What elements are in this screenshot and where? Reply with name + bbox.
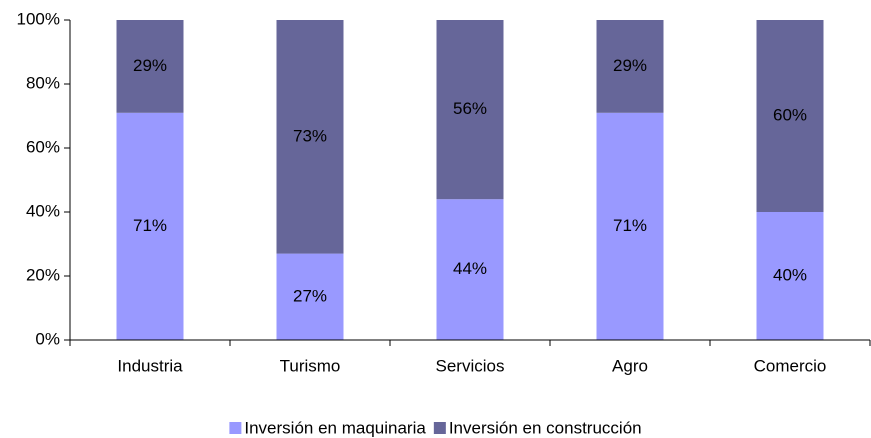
legend-swatch — [229, 422, 242, 434]
y-tick-label: 20% — [26, 265, 60, 284]
data-label: 56% — [453, 99, 487, 118]
x-tick-label: Agro — [612, 356, 648, 375]
bar-segment — [276, 253, 344, 340]
data-label: 29% — [133, 56, 167, 75]
bar-segment — [436, 199, 504, 340]
legend: Inversión en maquinaria Inversión en cons… — [229, 418, 642, 437]
bar-segment — [596, 112, 664, 340]
data-label: 44% — [453, 259, 487, 278]
bar-segment — [116, 112, 184, 340]
data-label: 71% — [133, 216, 167, 235]
data-label: 60% — [773, 105, 807, 124]
data-label: 71% — [613, 216, 647, 235]
data-label: 40% — [773, 265, 807, 284]
legend-swatch — [433, 422, 446, 434]
data-label: 73% — [293, 126, 327, 145]
y-tick-label: 60% — [26, 137, 60, 156]
x-tick-label: Servicios — [436, 356, 505, 375]
legend-label: Inversión en maquinaria — [244, 418, 426, 437]
data-label: 27% — [293, 286, 327, 305]
y-tick-label: 0% — [35, 329, 60, 348]
x-tick-label: Industria — [117, 356, 183, 375]
bar-segment — [116, 20, 184, 113]
bar-segment — [756, 212, 824, 340]
data-label: 29% — [613, 56, 647, 75]
bar-segment — [276, 20, 344, 254]
legend-label: Inversión en construcción — [449, 418, 642, 437]
x-tick-label: Comercio — [754, 356, 827, 375]
bar-segment — [436, 20, 504, 200]
x-tick-label: Turismo — [280, 356, 341, 375]
y-tick-label: 40% — [26, 201, 60, 220]
bar-segment — [596, 20, 664, 113]
y-tick-label: 80% — [26, 73, 60, 92]
bar-segment — [756, 20, 824, 212]
y-tick-label: 100% — [17, 9, 60, 28]
